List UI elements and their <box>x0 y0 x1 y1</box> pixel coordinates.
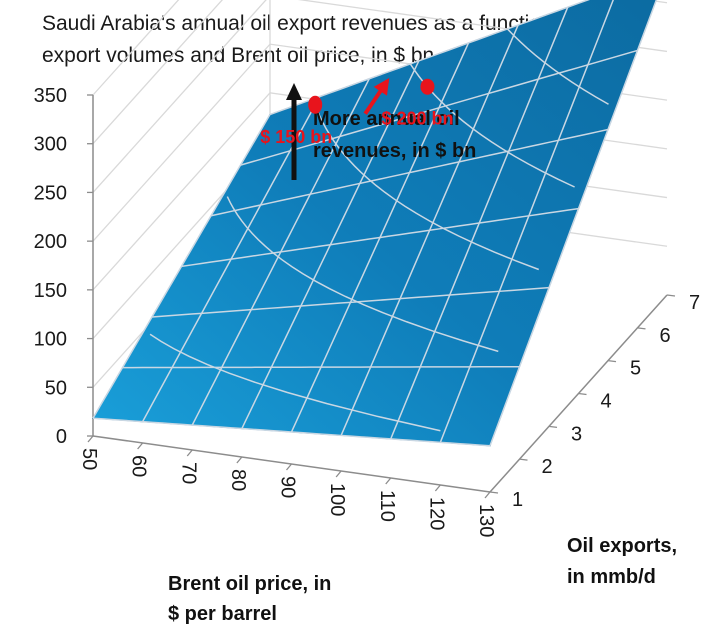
x-tickmark-120 <box>434 484 441 492</box>
x-tickmark-70 <box>186 449 193 457</box>
point-150bn <box>308 95 323 114</box>
x-axis-ticks: 50 60 70 80 90 100 110 120 130 <box>78 448 497 537</box>
x-tick-120: 120 <box>425 497 447 530</box>
x-tick-60: 60 <box>128 455 150 477</box>
x-tick-50: 50 <box>78 448 100 470</box>
y-tick-3: 3 <box>571 423 582 445</box>
chart-title-line-2: export volumes and Brent oil price, in $… <box>42 44 434 67</box>
x-tick-100: 100 <box>326 483 348 516</box>
y-axis-title-line-1: Oil exports, <box>567 535 677 557</box>
x-tickmark-110 <box>385 477 392 485</box>
x-tick-70: 70 <box>177 462 199 484</box>
y-tickmark-5 <box>607 360 617 363</box>
x-tickmark-90 <box>286 463 292 471</box>
y-tick-6: 6 <box>660 325 671 347</box>
y-tickmark-7 <box>666 294 676 297</box>
z-tick-50: 50 <box>45 377 67 399</box>
x-axis-title-line-1: Brent oil price, in <box>168 573 331 595</box>
annotation-markers: $ 150 bn $ 200 bn <box>260 78 454 147</box>
z-tick-150: 150 <box>34 280 67 302</box>
z-tick-350: 350 <box>34 85 67 107</box>
y-tickmark-4 <box>578 392 587 396</box>
point-200bn <box>420 78 435 95</box>
z-tick-250: 250 <box>34 182 67 204</box>
mesh-price-6 <box>390 6 569 440</box>
y-axis-ticks: 1 2 3 4 5 6 7 <box>512 292 700 511</box>
x-tickmark-80 <box>236 456 243 464</box>
chart-title-line-1: Saudi Arabia's annual oil export revenue… <box>42 12 576 35</box>
mesh-price-0 <box>92 114 271 419</box>
z-tick-200: 200 <box>34 231 67 253</box>
y-tick-2: 2 <box>542 456 553 478</box>
arrow-note-line-2: revenues, in $ bn <box>313 140 476 162</box>
mesh-price-7 <box>439 0 614 443</box>
x-axis-title-line-2: $ per barrel <box>168 603 277 625</box>
z-tick-300: 300 <box>34 134 67 156</box>
label-150bn: $ 150 bn <box>260 127 332 147</box>
mesh-price-4 <box>290 42 470 433</box>
arrow-note-line-1: More annual oil <box>313 108 460 130</box>
z-axis-ticks: 0 50 100 150 200 250 300 350 <box>34 85 67 448</box>
z-tick-100: 100 <box>34 329 67 351</box>
x-tickmark-100 <box>335 470 342 478</box>
back-gridline-300 <box>92 0 668 145</box>
x-tick-80: 80 <box>227 469 249 491</box>
z-tick-0: 0 <box>56 426 67 448</box>
x-tick-130: 130 <box>475 504 497 537</box>
y-tickmark-6 <box>637 327 646 330</box>
revenue-surface <box>92 0 658 447</box>
red-trend-arrow <box>363 78 390 115</box>
y-tick-7: 7 <box>689 292 700 314</box>
y-tickmark-1 <box>489 491 499 494</box>
contour-250 <box>506 28 609 105</box>
y-tick-4: 4 <box>601 391 612 413</box>
mesh-price-3 <box>241 60 420 429</box>
x-tick-90: 90 <box>277 476 299 498</box>
x-tick-110: 110 <box>376 490 398 522</box>
mesh-price-8 <box>489 0 658 447</box>
contour-150 <box>312 98 540 271</box>
x-tickmark-130 <box>484 491 491 499</box>
mesh-price-1 <box>141 96 321 423</box>
y-tickmark-3 <box>548 425 558 428</box>
up-arrow-head <box>286 83 302 100</box>
contour-50 <box>149 333 441 432</box>
x-tickmark-60 <box>137 442 144 450</box>
y-axis-title-line-2: in mmb/d <box>567 566 656 588</box>
y-tick-5: 5 <box>630 358 641 380</box>
back-gridline-350 <box>92 0 180 96</box>
mesh-price-5 <box>340 24 519 436</box>
contour-100 <box>226 196 499 353</box>
y-tick-1: 1 <box>512 489 523 511</box>
label-200bn: $ 200 bn <box>381 109 453 129</box>
mesh-price-2 <box>191 78 370 426</box>
y-tickmark-2 <box>519 458 528 461</box>
x-tickmark-50 <box>87 435 94 443</box>
